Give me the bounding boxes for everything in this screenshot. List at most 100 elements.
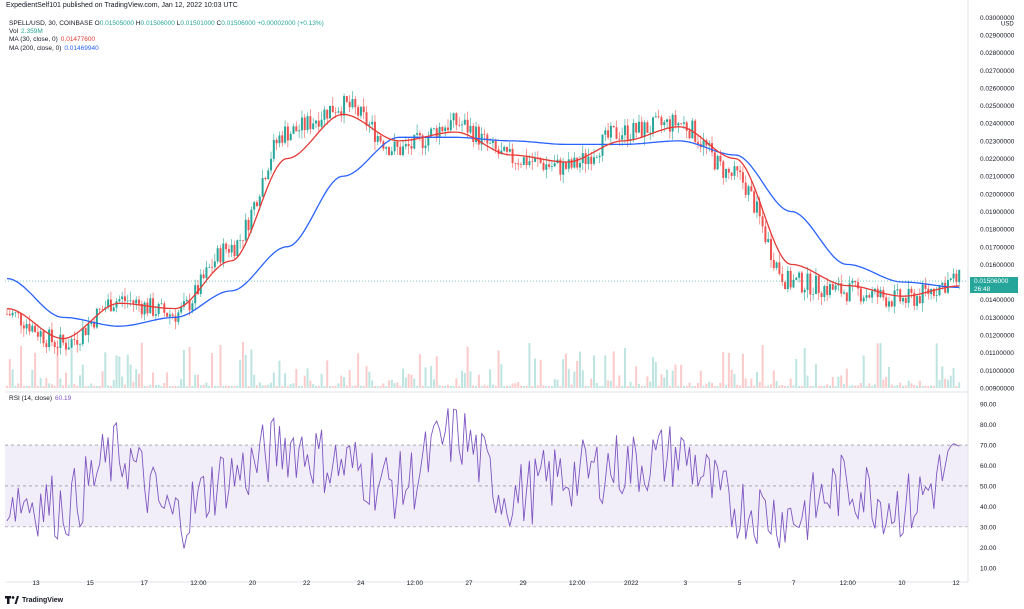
volume-bar bbox=[191, 385, 194, 388]
candle-body bbox=[8, 314, 11, 316]
candle-body bbox=[6, 313, 8, 315]
volume-bar bbox=[890, 384, 893, 388]
price-tick-label: 0.01300000 bbox=[980, 315, 1015, 322]
candle-body bbox=[441, 127, 444, 132]
volume-bar bbox=[59, 378, 62, 388]
volume-bar bbox=[741, 353, 744, 388]
volume-bar bbox=[823, 385, 826, 388]
candle-body bbox=[430, 128, 433, 137]
candle-body bbox=[188, 299, 191, 311]
volume-bar bbox=[261, 385, 264, 388]
ma200-row[interactable]: MA (200, close, 0) 0.01469940 bbox=[9, 45, 324, 53]
symbol-pair[interactable]: SPELL/USD, 30, COINBASE bbox=[9, 20, 93, 27]
volume-bar bbox=[685, 385, 688, 388]
candle-body bbox=[306, 116, 309, 130]
volume-bar bbox=[444, 386, 447, 388]
volume-bar bbox=[621, 385, 624, 388]
volume-bar bbox=[14, 385, 17, 388]
candle-body bbox=[609, 125, 612, 138]
volume-bar bbox=[219, 344, 222, 388]
candle-body bbox=[70, 339, 73, 348]
candle-body bbox=[696, 141, 699, 144]
candle-body bbox=[753, 191, 756, 213]
time-tick-label: 24 bbox=[357, 580, 365, 587]
candle-body bbox=[59, 334, 62, 348]
candle-body bbox=[902, 298, 905, 302]
candle-body bbox=[219, 248, 222, 263]
volume-row[interactable]: Vol 2.359M bbox=[9, 28, 324, 36]
candle-body bbox=[295, 126, 298, 132]
volume-bar bbox=[180, 379, 183, 388]
candle-body bbox=[343, 96, 346, 116]
rsi-legend[interactable]: RSI (14, close) 60.19 bbox=[9, 395, 71, 402]
volume-bar bbox=[208, 385, 211, 388]
candle-body bbox=[477, 126, 480, 145]
volume-bar bbox=[286, 385, 289, 388]
candle-body bbox=[910, 288, 913, 293]
candle-body bbox=[317, 120, 320, 127]
volume-bar bbox=[373, 385, 376, 388]
candle-body bbox=[545, 164, 548, 170]
candle-body bbox=[688, 130, 691, 139]
volume-bar bbox=[528, 343, 531, 388]
volume-bar bbox=[637, 383, 640, 388]
volume-bar bbox=[525, 385, 528, 388]
volume-bar bbox=[430, 365, 433, 388]
candle-body bbox=[56, 347, 59, 348]
candle-body bbox=[199, 274, 202, 295]
candle-body bbox=[741, 172, 744, 183]
ohlc-row: SPELL/USD, 30, COINBASE O0.01505000 H0.0… bbox=[9, 20, 324, 28]
candle-body bbox=[814, 275, 817, 295]
candle-body bbox=[413, 134, 416, 149]
candle-body bbox=[845, 292, 848, 302]
candle-body bbox=[626, 125, 629, 141]
candle-body bbox=[264, 177, 267, 180]
volume-bar bbox=[640, 385, 643, 388]
tradingview-footer[interactable]: TradingView bbox=[5, 596, 63, 604]
ma200-value: 0.01469940 bbox=[64, 44, 99, 52]
volume-bar bbox=[753, 385, 756, 388]
volume-bar bbox=[775, 381, 778, 388]
volume-bar bbox=[696, 382, 699, 388]
currency-label: USD bbox=[1001, 21, 1014, 27]
candle-body bbox=[924, 284, 927, 289]
candle-body bbox=[865, 295, 868, 298]
candle-body bbox=[595, 157, 598, 158]
volume-bar bbox=[666, 369, 669, 388]
ma30-row[interactable]: MA (30, close, 0) 0.01477600 bbox=[9, 36, 324, 44]
candle-body bbox=[775, 262, 778, 268]
volume-bar bbox=[755, 371, 758, 388]
candle-body bbox=[685, 122, 688, 131]
candle-body bbox=[657, 116, 660, 118]
candle-body bbox=[446, 127, 449, 131]
candle-body bbox=[208, 267, 211, 268]
volume-bar bbox=[402, 368, 405, 388]
volume-bar bbox=[213, 385, 216, 388]
candle-body bbox=[421, 135, 424, 149]
volume-bar bbox=[236, 385, 239, 388]
volume-bar bbox=[390, 380, 393, 388]
candle-body bbox=[767, 239, 770, 243]
candle-body bbox=[93, 321, 96, 328]
price-tick-label: 0.01000000 bbox=[980, 368, 1015, 375]
candle-body bbox=[643, 122, 646, 138]
volume-bar bbox=[508, 385, 511, 388]
volume-bar bbox=[955, 386, 958, 388]
candle-body bbox=[890, 301, 893, 307]
candle-body bbox=[803, 289, 806, 293]
volume-bar bbox=[317, 385, 320, 388]
candle-body bbox=[798, 272, 801, 278]
candle-body bbox=[722, 161, 725, 178]
candle-body bbox=[851, 280, 854, 284]
volume-bar bbox=[28, 385, 31, 388]
candle-body bbox=[11, 312, 14, 316]
ma30-value: 0.01477600 bbox=[60, 36, 96, 44]
candle-body bbox=[452, 113, 455, 121]
time-tick-label: 22 bbox=[303, 580, 311, 587]
candle-body bbox=[792, 279, 795, 288]
volume-bar bbox=[711, 382, 714, 388]
volume-bar bbox=[132, 381, 135, 388]
volume-bar bbox=[241, 341, 244, 388]
volume-bar bbox=[154, 384, 157, 388]
